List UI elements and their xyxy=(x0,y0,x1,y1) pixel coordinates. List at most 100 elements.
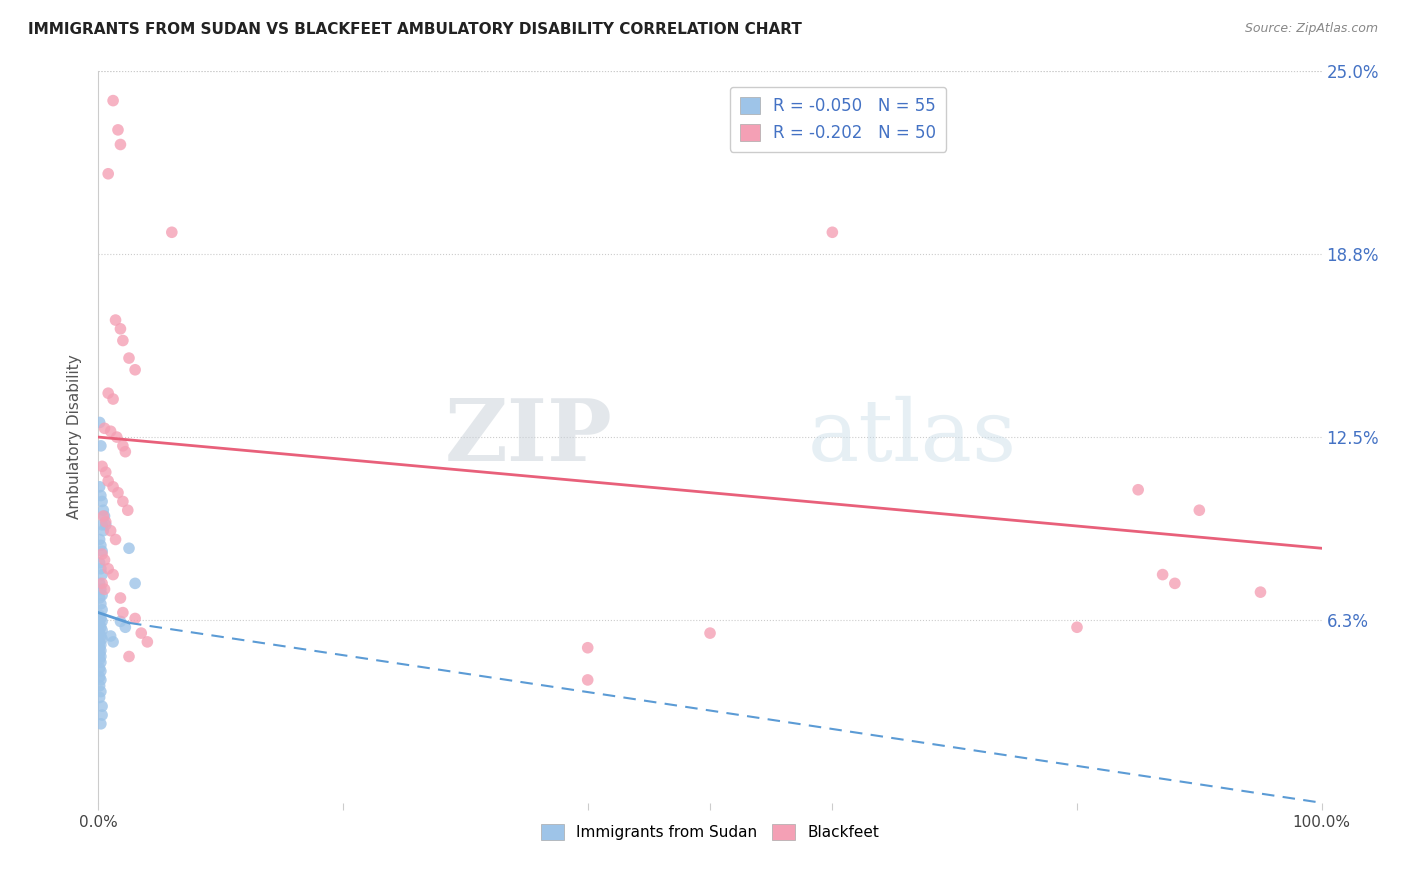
Point xyxy=(90,673,112,687)
Point xyxy=(89,626,111,640)
Point xyxy=(89,480,111,494)
Point xyxy=(89,690,111,705)
Point xyxy=(101,567,124,582)
Point xyxy=(1164,576,1187,591)
Point xyxy=(100,524,122,538)
Point xyxy=(97,386,120,401)
Point xyxy=(91,547,114,561)
Point xyxy=(89,661,111,675)
Point xyxy=(91,503,114,517)
Point xyxy=(1249,585,1271,599)
Point xyxy=(90,620,112,634)
Point xyxy=(93,553,115,567)
Point xyxy=(89,617,111,632)
Point xyxy=(1188,503,1211,517)
Text: IMMIGRANTS FROM SUDAN VS BLACKFEET AMBULATORY DISABILITY CORRELATION CHART: IMMIGRANTS FROM SUDAN VS BLACKFEET AMBUL… xyxy=(28,22,801,37)
Point xyxy=(1128,483,1150,497)
Point xyxy=(89,533,111,547)
Point xyxy=(699,626,721,640)
Point xyxy=(90,597,112,611)
Point xyxy=(89,679,111,693)
Point xyxy=(94,515,117,529)
Point xyxy=(91,708,114,723)
Point xyxy=(89,647,111,661)
Point xyxy=(89,591,111,605)
Point xyxy=(91,524,114,538)
Point xyxy=(107,485,129,500)
Point xyxy=(91,699,114,714)
Point xyxy=(118,351,141,365)
Point xyxy=(114,620,136,634)
Point xyxy=(91,615,114,629)
Legend: Immigrants from Sudan, Blackfeet: Immigrants from Sudan, Blackfeet xyxy=(534,818,886,847)
Text: Source: ZipAtlas.com: Source: ZipAtlas.com xyxy=(1244,22,1378,36)
Point xyxy=(90,629,112,643)
Point xyxy=(821,225,844,239)
Point xyxy=(97,562,120,576)
Point xyxy=(90,649,112,664)
Point xyxy=(576,640,599,655)
Point xyxy=(117,503,139,517)
Point xyxy=(100,424,122,438)
Point xyxy=(111,494,134,508)
Point xyxy=(111,334,134,348)
Point xyxy=(90,664,112,678)
Point xyxy=(90,489,112,503)
Point xyxy=(89,576,111,591)
Point xyxy=(89,670,111,684)
Point xyxy=(90,582,112,597)
Point xyxy=(101,635,124,649)
Point xyxy=(1152,567,1174,582)
Point xyxy=(104,313,127,327)
Point xyxy=(101,392,124,406)
Point xyxy=(89,652,111,666)
Point xyxy=(576,673,599,687)
Point xyxy=(94,465,117,479)
Point xyxy=(97,474,120,488)
Point xyxy=(91,517,114,532)
Point xyxy=(105,430,128,444)
Point xyxy=(111,439,134,453)
Point xyxy=(110,137,132,152)
Point xyxy=(91,567,114,582)
Point xyxy=(104,533,127,547)
Y-axis label: Ambulatory Disability: Ambulatory Disability xyxy=(67,355,83,519)
Point xyxy=(90,643,112,657)
Point xyxy=(89,416,111,430)
Point xyxy=(100,629,122,643)
Point xyxy=(107,123,129,137)
Point xyxy=(111,606,134,620)
Point xyxy=(91,576,114,591)
Point xyxy=(160,225,183,239)
Point xyxy=(94,517,117,532)
Point xyxy=(97,167,120,181)
Point xyxy=(90,538,112,552)
Point xyxy=(91,623,114,637)
Point xyxy=(110,322,132,336)
Point xyxy=(118,541,141,556)
Point xyxy=(90,562,112,576)
Point xyxy=(136,635,159,649)
Point xyxy=(90,656,112,670)
Text: ZIP: ZIP xyxy=(444,395,612,479)
Point xyxy=(91,494,114,508)
Point xyxy=(89,640,111,655)
Point xyxy=(129,626,152,640)
Point xyxy=(90,638,112,652)
Point xyxy=(91,632,114,646)
Point xyxy=(118,649,141,664)
Point xyxy=(101,94,124,108)
Point xyxy=(91,544,114,558)
Point xyxy=(93,421,115,435)
Text: atlas: atlas xyxy=(808,395,1017,479)
Point xyxy=(90,611,112,625)
Point xyxy=(91,588,114,602)
Point xyxy=(101,480,124,494)
Point xyxy=(110,615,132,629)
Point xyxy=(110,591,132,605)
Point xyxy=(91,459,114,474)
Point xyxy=(91,509,114,524)
Point xyxy=(90,684,112,698)
Point xyxy=(1066,620,1088,634)
Point xyxy=(124,363,146,377)
